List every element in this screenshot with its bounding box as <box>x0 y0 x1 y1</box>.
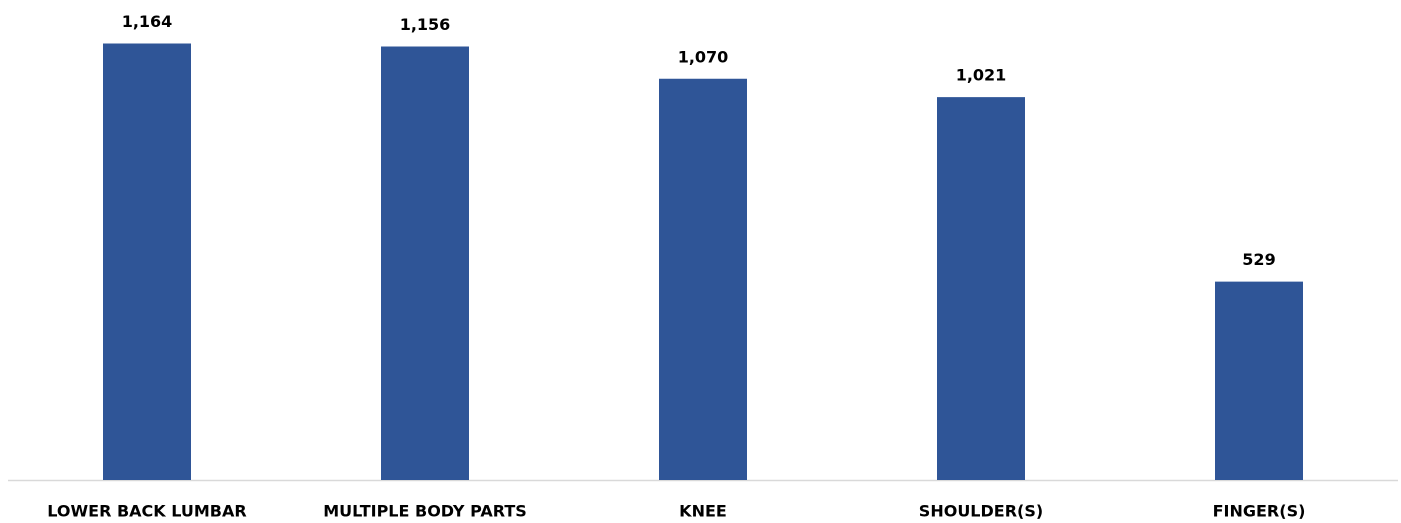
bar <box>381 46 469 480</box>
bar <box>659 78 747 480</box>
x-tick-label: KNEE <box>679 502 727 521</box>
x-tick-label: MULTIPLE BODY PARTS <box>323 502 527 521</box>
x-tick-label: LOWER BACK LUMBAR <box>47 502 246 521</box>
data-label: 1,021 <box>956 66 1007 85</box>
data-label: 1,164 <box>122 12 173 31</box>
bar <box>103 43 191 480</box>
x-tick-label: FINGER(S) <box>1213 502 1306 521</box>
bar <box>1215 281 1303 480</box>
data-label: 1,156 <box>400 15 451 34</box>
data-label: 529 <box>1242 250 1275 269</box>
bar <box>937 97 1025 480</box>
x-tick-label: SHOULDER(S) <box>919 502 1043 521</box>
data-label: 1,070 <box>678 47 729 66</box>
